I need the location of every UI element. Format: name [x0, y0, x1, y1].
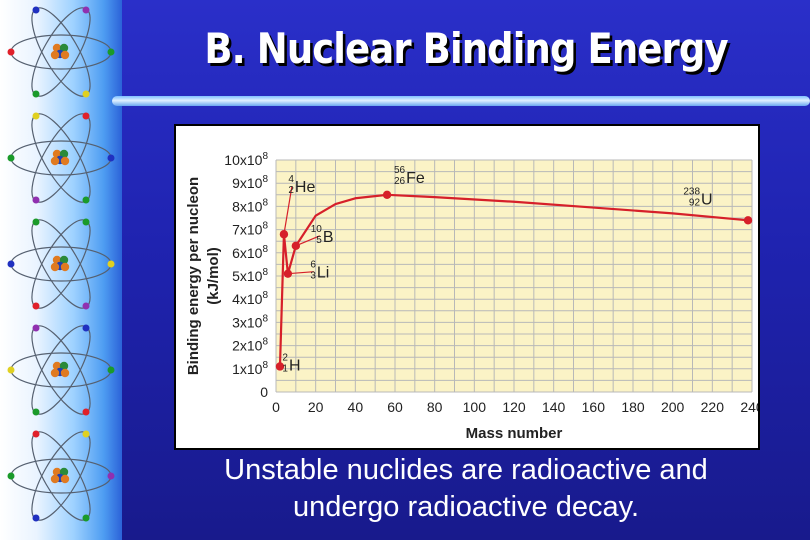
y-tick-label: 1x108	[232, 360, 268, 377]
y-axis-label-units: (kJ/mol)	[205, 247, 222, 305]
atom-icon	[7, 430, 115, 522]
y-tick-label: 10x108	[224, 151, 268, 168]
x-tick-label: 40	[348, 399, 364, 415]
isotope-atomic-number: 92	[689, 197, 701, 208]
leader-line	[295, 235, 321, 247]
y-tick-label: 6x108	[232, 244, 268, 261]
isotope-atomic-number: 26	[394, 176, 406, 187]
caption-line-2: undergo radioactive decay.	[292, 491, 640, 523]
isotope-symbol: B	[323, 229, 334, 246]
isotope-mass-number: 6	[310, 260, 316, 271]
y-tick-base: 6x10	[232, 245, 263, 261]
y-tick-label: 2x108	[232, 337, 268, 354]
x-tick-label: 140	[542, 399, 566, 415]
y-tick-base: 9x10	[232, 175, 263, 191]
y-tick-base: 3x10	[232, 314, 263, 330]
decorative-sidebar	[0, 0, 122, 540]
atom-icon	[7, 324, 115, 416]
y-tick-label: 9x108	[232, 174, 268, 191]
x-tick-label: 180	[621, 399, 645, 415]
y-axis-label: Binding energy per nucleon	[185, 177, 202, 375]
y-tick-label: 8x108	[232, 197, 268, 214]
x-tick-label: 100	[463, 399, 487, 415]
x-tick-label: 120	[502, 399, 526, 415]
y-tick-exponent: 8	[262, 244, 268, 255]
y-tick-base: 4x10	[232, 291, 263, 307]
x-axis-label: Mass number	[466, 425, 563, 442]
data-point-h	[275, 362, 285, 371]
data-point-u	[743, 216, 753, 225]
y-tick-label: 0	[260, 384, 268, 400]
x-tick-label: 240	[740, 399, 758, 415]
binding-energy-chart: 02040608010012014016018020022024001x1082…	[174, 124, 760, 450]
y-tick-exponent: 8	[262, 174, 268, 185]
y-tick-exponent: 8	[262, 360, 268, 371]
data-point-b	[291, 241, 301, 251]
y-axis-band	[176, 126, 276, 448]
caption-line-1: Unstable nuclides are radioactive and	[224, 454, 708, 486]
isotope-mass-number: 4	[288, 174, 294, 185]
isotope-symbol: Li	[317, 265, 329, 282]
y-tick-exponent: 8	[262, 151, 268, 162]
isotope-atomic-number: 2	[288, 185, 294, 196]
isotope-mass-number: 10	[311, 224, 323, 235]
leader-line	[287, 271, 314, 275]
title-underline	[112, 96, 810, 106]
x-tick-label: 200	[661, 399, 685, 415]
isotope-atomic-number: 1	[282, 363, 288, 374]
isotope-symbol: He	[295, 179, 316, 196]
x-tick-label: 160	[582, 399, 606, 415]
y-tick-exponent: 8	[262, 313, 268, 324]
isotope-symbol: Fe	[406, 170, 425, 187]
y-tick-exponent: 8	[262, 221, 268, 232]
y-tick-label: 5x108	[232, 267, 268, 284]
y-tick-label: 3x108	[232, 313, 268, 330]
y-tick-exponent: 8	[262, 337, 268, 348]
x-tick-label: 20	[308, 399, 324, 415]
isotope-mass-number: 238	[683, 186, 700, 197]
isotope-mass-number: 2	[282, 352, 288, 363]
y-tick-label: 7x108	[232, 221, 268, 238]
y-tick-exponent: 8	[262, 290, 268, 301]
y-tick-base: 1x10	[232, 361, 263, 377]
isotope-symbol: H	[289, 357, 301, 374]
y-tick-exponent: 8	[262, 197, 268, 208]
isotope-symbol: U	[701, 191, 713, 208]
isotope-atomic-number: 5	[316, 235, 322, 246]
x-tick-label: 220	[701, 399, 725, 415]
atom-icon	[7, 112, 115, 204]
leader-line	[283, 186, 293, 235]
slide-title: B. Nuclear Binding Energy	[204, 24, 728, 73]
y-tick-base: 10x10	[224, 152, 262, 168]
y-tick-base: 7x10	[232, 222, 263, 238]
x-tick-label: 60	[387, 399, 403, 415]
y-tick-base: 2x10	[232, 338, 263, 354]
x-tick-label: 80	[427, 399, 443, 415]
x-tick-label: 0	[272, 399, 280, 415]
y-tick-exponent: 8	[262, 267, 268, 278]
slide-caption: Unstable nuclides are radioactive and un…	[122, 452, 810, 526]
atom-icon	[7, 6, 115, 98]
data-point-he	[279, 230, 289, 239]
y-tick-base: 5x10	[232, 268, 263, 284]
data-point-fe	[382, 190, 392, 199]
chart-svg: 02040608010012014016018020022024001x1082…	[176, 126, 758, 448]
y-tick-base: 8x10	[232, 198, 263, 214]
isotope-atomic-number: 3	[310, 271, 316, 282]
isotope-mass-number: 56	[394, 165, 406, 176]
atom-icon	[7, 218, 115, 310]
y-tick-label: 4x108	[232, 290, 268, 307]
